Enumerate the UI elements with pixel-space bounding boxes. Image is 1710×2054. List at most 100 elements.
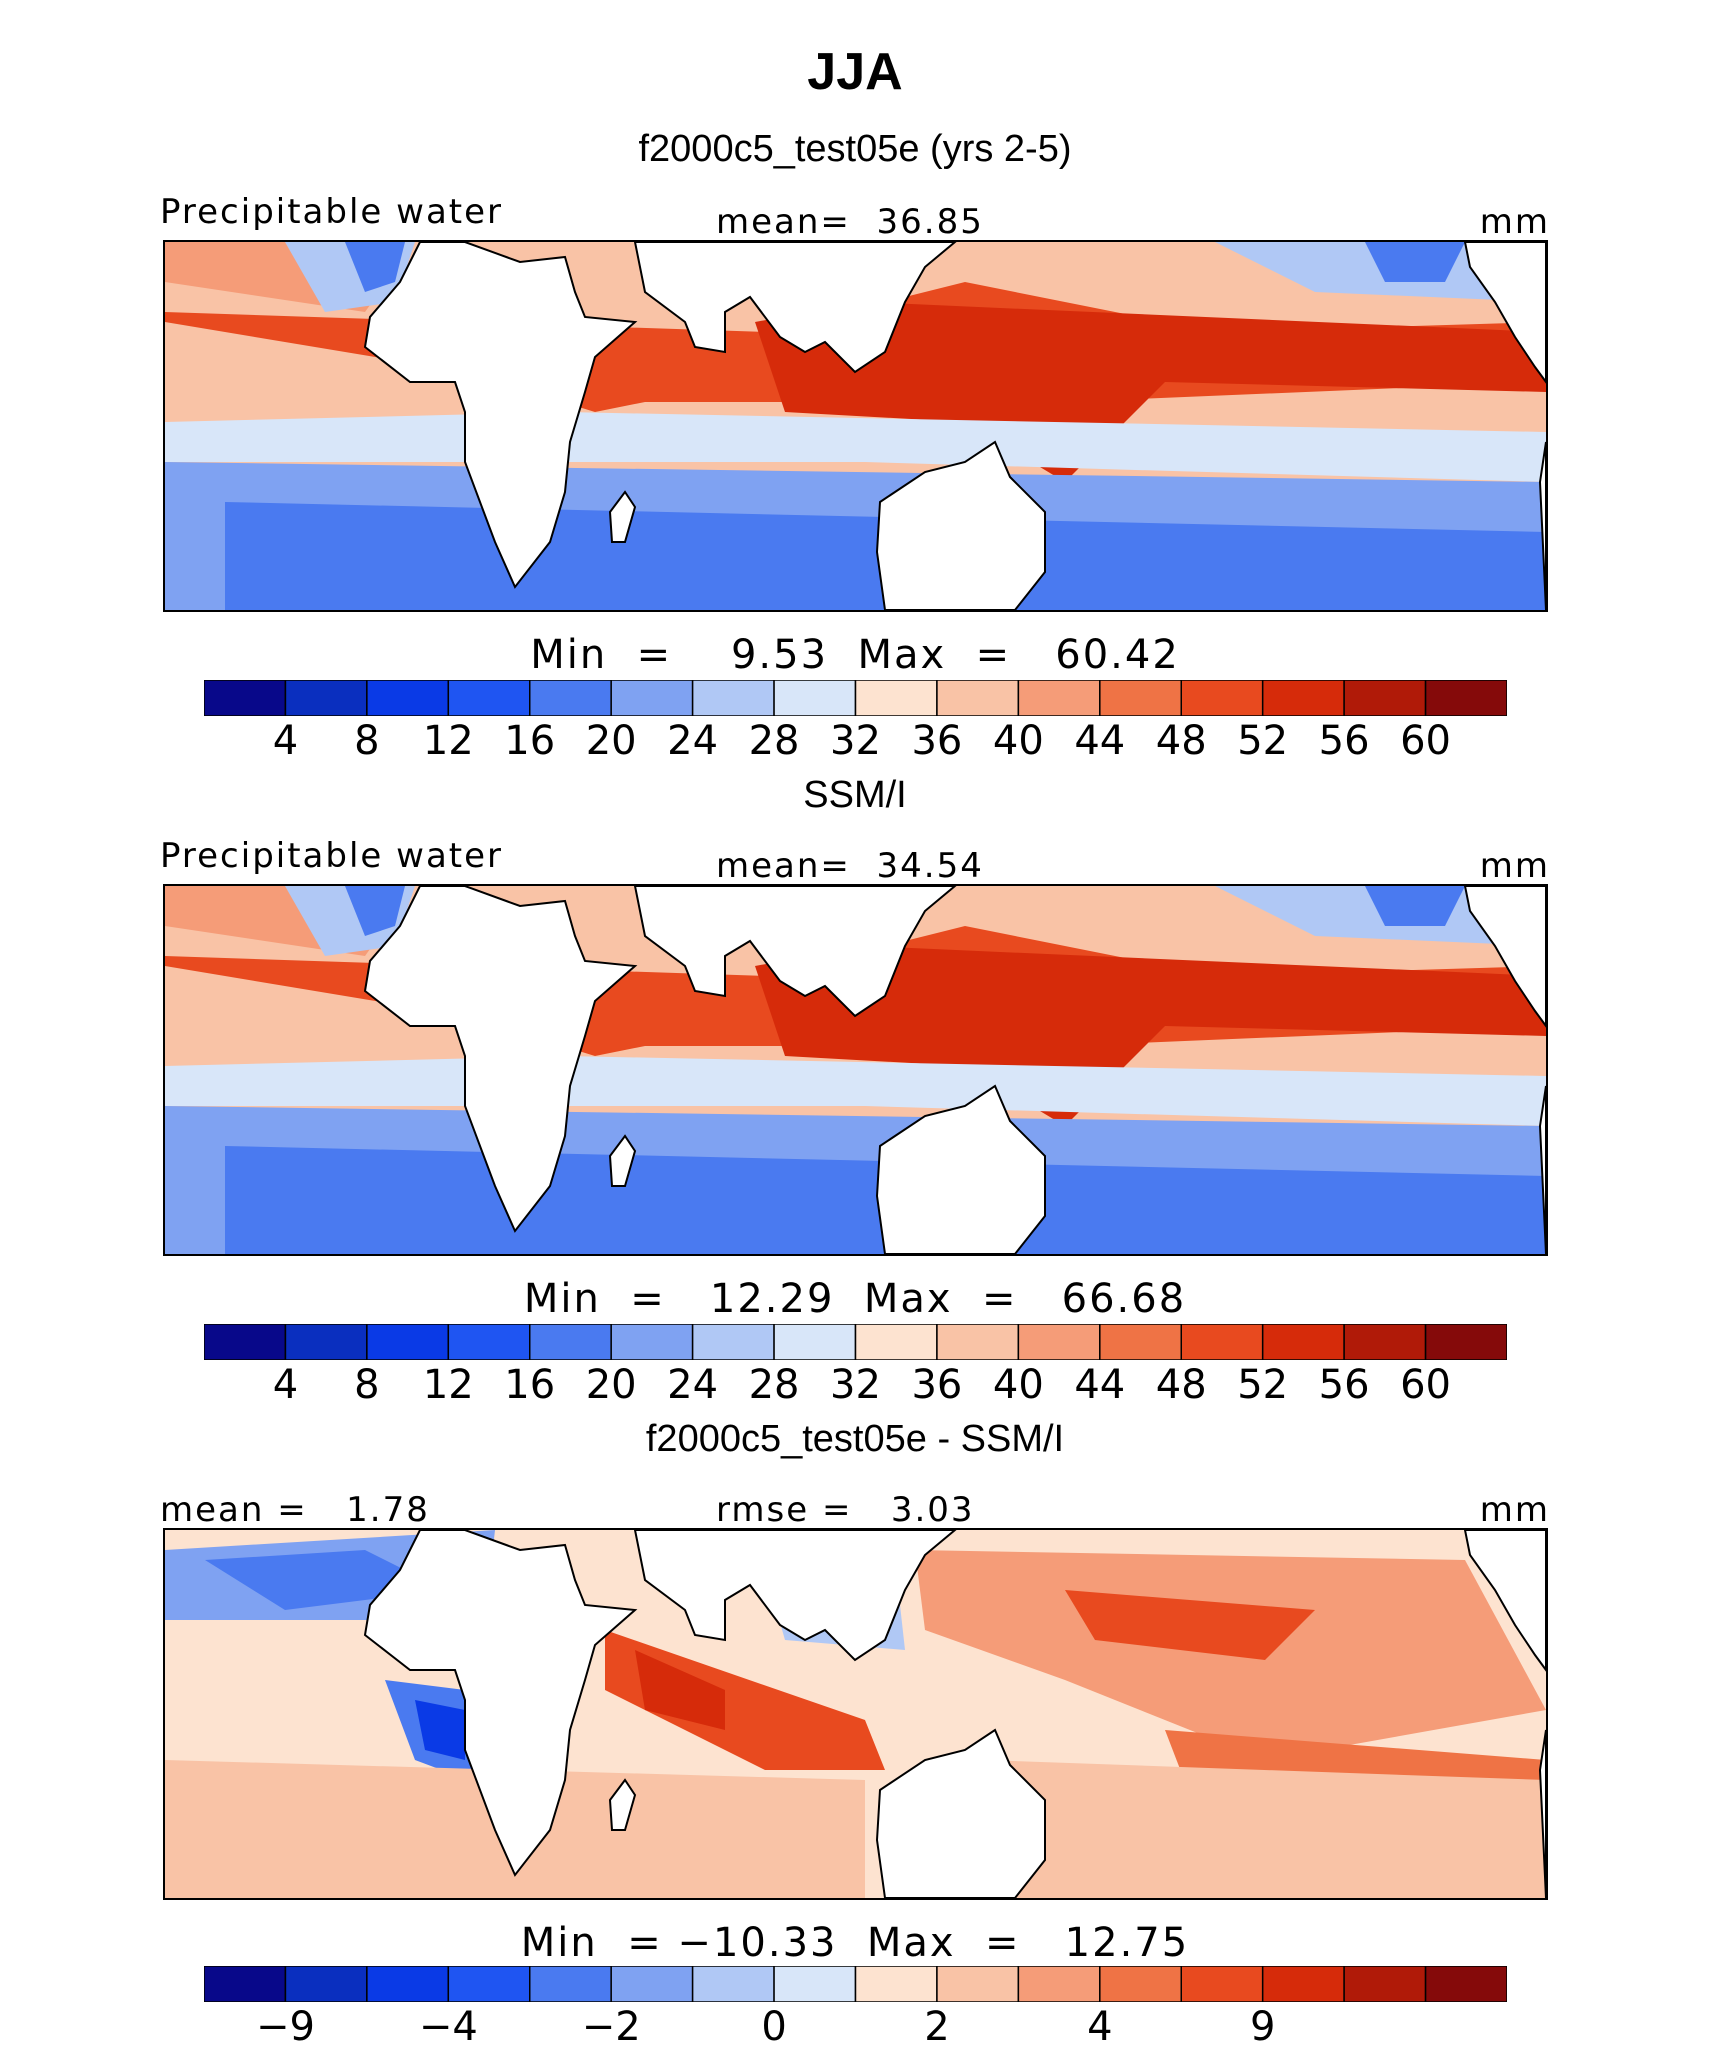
australia-landmass <box>875 1084 1046 1254</box>
colorbar-tick-label: 44 <box>1074 718 1126 764</box>
panel-3-rmse-label: rmse = 3.03 <box>716 1490 975 1530</box>
field-contour <box>635 1650 725 1730</box>
australia-landmass <box>875 440 1046 610</box>
panel-2-map <box>163 884 1548 1256</box>
panel-3-map <box>163 1528 1548 1900</box>
colorbar-swatch <box>1017 680 1101 716</box>
colorbar-tick-label: 40 <box>992 718 1044 764</box>
field-contour <box>345 886 405 936</box>
colorbar-tick-label: 0 <box>761 2004 787 2050</box>
colorbar-swatch <box>854 680 938 716</box>
colorbar-tick-label: 40 <box>992 1362 1044 1408</box>
colorbar-tick-label: −9 <box>255 2004 315 2050</box>
panel-2-variable-label: Precipitable water <box>160 836 504 876</box>
colorbar-tick-label: 56 <box>1318 718 1370 764</box>
colorbar-swatch <box>204 1324 287 1360</box>
colorbar-tick-label: 44 <box>1074 1362 1126 1408</box>
field-contour <box>985 1760 1546 1898</box>
panel-1-mean-label: mean= 36.85 <box>716 202 984 242</box>
colorbar-swatch <box>284 680 368 716</box>
colorbar-swatch <box>1099 1966 1182 2002</box>
colorbar-swatch <box>773 680 857 716</box>
figure-title: JJA <box>807 43 903 101</box>
colorbar-tick-label: 32 <box>830 1362 881 1408</box>
africa-landmass <box>363 1530 638 1877</box>
colorbar-tick-label: 9 <box>1249 2004 1276 2050</box>
colorbar-swatch <box>366 1324 450 1360</box>
panel-3-min-max: Min = −10.33 Max = 12.75 <box>520 1920 1190 1966</box>
colorbar-tick-label: −2 <box>581 2004 641 2050</box>
madagascar-landmass <box>608 1778 637 1831</box>
colorbar-swatch <box>284 1966 368 2002</box>
colorbar-swatch <box>1343 1324 1427 1360</box>
colorbar-swatch <box>1180 680 1264 716</box>
africa-landmass <box>363 886 638 1233</box>
madagascar-landmass <box>608 490 637 543</box>
colorbar-swatch <box>1424 1966 1507 2002</box>
colorbar-swatch <box>610 1324 694 1360</box>
colorbar-swatch <box>1424 680 1507 716</box>
field-contour <box>415 1700 465 1760</box>
colorbar-tick-label: 4 <box>1087 2004 1113 2050</box>
colorbar-tick-label: 48 <box>1155 1362 1207 1408</box>
colorbar-swatch <box>1261 1324 1345 1360</box>
colorbar-swatch <box>447 1324 531 1360</box>
panel-1-colorbar <box>204 680 1507 716</box>
colorbar-tick-label: 12 <box>422 1362 474 1408</box>
colorbar-tick-label: 4 <box>272 1362 299 1408</box>
field-contour <box>345 242 405 292</box>
colorbar-tick-label: 36 <box>911 1362 963 1408</box>
panel-2-title: SSM/I <box>803 774 907 816</box>
colorbar-swatch <box>529 1966 612 2002</box>
colorbar-swatch <box>284 1324 368 1360</box>
asia-landmass <box>633 1530 957 1662</box>
central-america-landmass <box>1463 1530 1546 1672</box>
colorbar-tick-label: 24 <box>667 1362 719 1408</box>
africa-landmass <box>363 242 638 589</box>
colorbar-swatch <box>447 1966 531 2002</box>
field-contour <box>1365 886 1465 926</box>
panel-2-units: mm <box>1479 846 1550 886</box>
colorbar-swatch <box>1261 680 1345 716</box>
colorbar-swatch <box>936 680 1020 716</box>
colorbar-tick-label: 20 <box>585 718 637 764</box>
central-america-landmass <box>1463 242 1546 384</box>
colorbar-swatch <box>773 1966 857 2002</box>
colorbar-swatch <box>773 1324 857 1360</box>
field-contour <box>605 1630 885 1770</box>
colorbar-swatch <box>691 680 775 716</box>
colorbar-tick-label: 28 <box>748 718 800 764</box>
colorbar-swatch <box>1099 1324 1182 1360</box>
panel-3-colorbar-ticks: −9 −4 −2 0 2 4 9 <box>204 2004 1507 2054</box>
asia-landmass <box>633 242 957 374</box>
field-contour <box>1065 1590 1315 1660</box>
colorbar-swatch <box>447 680 531 716</box>
field-contour <box>1365 242 1465 282</box>
colorbar-tick-label: 32 <box>830 718 881 764</box>
colorbar-tick-label: 48 <box>1155 718 1207 764</box>
panel-3-title: f2000c5_test05e - SSM/I <box>645 1418 1065 1460</box>
panel-2-colorbar-ticks: 4 8 12 16 20 24 28 32 36 40 44 48 52 56 60 <box>204 1362 1507 1412</box>
colorbar-tick-label: −4 <box>418 2004 478 2050</box>
colorbar-tick-label: 60 <box>1400 1362 1452 1408</box>
colorbar-swatch <box>610 1966 694 2002</box>
colorbar-swatch <box>529 1324 612 1360</box>
colorbar-tick-label: 60 <box>1400 718 1452 764</box>
colorbar-tick-label: 24 <box>667 718 719 764</box>
colorbar-swatch <box>936 1324 1020 1360</box>
colorbar-swatch <box>366 1966 450 2002</box>
asia-landmass <box>633 886 957 1018</box>
panel-1-map <box>163 240 1548 612</box>
colorbar-tick-label: 8 <box>354 718 380 764</box>
colorbar-swatch <box>1099 680 1182 716</box>
colorbar-swatch <box>204 1966 287 2002</box>
colorbar-tick-label: 4 <box>272 718 299 764</box>
colorbar-tick-label: 52 <box>1237 1362 1289 1408</box>
panel-3-colorbar <box>204 1966 1507 2002</box>
colorbar-swatch <box>854 1324 938 1360</box>
panel-1-variable-label: Precipitable water <box>160 192 504 232</box>
colorbar-swatch <box>1017 1324 1101 1360</box>
panel-3-mean-label: mean = 1.78 <box>160 1490 430 1530</box>
colorbar-swatch <box>1017 1966 1101 2002</box>
colorbar-swatch <box>1343 680 1427 716</box>
